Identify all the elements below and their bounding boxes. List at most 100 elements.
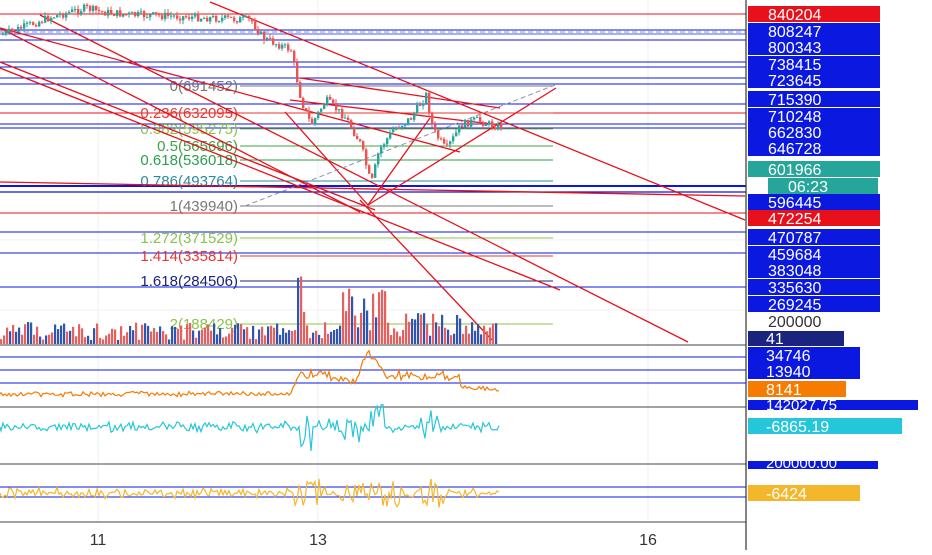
volume-bar — [459, 318, 462, 344]
volume-bar — [246, 327, 249, 344]
candle — [89, 5, 92, 11]
price-axis-label: 601966 — [768, 162, 821, 179]
candle — [404, 124, 407, 126]
candle — [335, 103, 338, 111]
volume-bar — [390, 334, 393, 344]
volume-bar — [219, 328, 222, 344]
candle — [212, 15, 215, 18]
price-axis-label: 06:23 — [788, 179, 828, 196]
partial-label-bg — [748, 400, 918, 410]
candle — [86, 4, 89, 6]
price-axis-label: 710248 — [768, 109, 821, 126]
candle — [68, 11, 71, 14]
candle — [434, 124, 437, 131]
volume-bar — [132, 330, 135, 344]
volume-bar — [363, 298, 366, 344]
volume-bar — [456, 314, 459, 344]
volume-bar — [342, 292, 345, 344]
volume-bar — [258, 329, 261, 344]
candle — [281, 44, 284, 49]
volume-bar — [405, 313, 408, 344]
candle — [440, 138, 443, 140]
candle — [410, 118, 413, 120]
volume-bar — [150, 331, 153, 344]
volume-bar — [183, 339, 186, 344]
volume-bar — [396, 331, 399, 344]
price-axis-label-bg — [748, 296, 880, 312]
candle — [317, 111, 320, 119]
volume-bar — [0, 339, 3, 344]
candle — [278, 44, 281, 49]
volume-bar — [138, 339, 141, 344]
candle — [374, 164, 377, 178]
volume-bar — [87, 335, 90, 344]
volume-bar — [201, 329, 204, 344]
partial-label: 142027.75 — [766, 397, 837, 414]
time-axis-label: 11 — [90, 532, 107, 549]
oscillator-2-line — [0, 403, 500, 451]
volume-bar — [147, 325, 150, 344]
candle — [293, 50, 296, 63]
volume-bar — [408, 321, 411, 344]
volume-bar — [465, 325, 468, 344]
trendline — [284, 111, 369, 206]
price-axis-label: 200000 — [768, 314, 821, 331]
candlestick-series — [2, 3, 503, 180]
price-axis-label: 472254 — [768, 211, 821, 228]
volume-bar — [327, 333, 330, 344]
price-axis-label-bg — [748, 246, 880, 262]
candle — [458, 125, 461, 133]
volume-bar — [366, 310, 369, 344]
fib-level-label: 0(691452) — [170, 78, 238, 95]
candle — [167, 12, 170, 16]
volume-bar — [204, 327, 207, 344]
candle — [467, 119, 470, 127]
volume-bar — [279, 334, 282, 344]
candle — [353, 128, 356, 136]
candle — [497, 123, 500, 130]
candle — [494, 127, 497, 130]
candle — [446, 143, 449, 145]
candle — [326, 96, 329, 105]
volume-bar — [387, 322, 390, 344]
candle — [422, 103, 425, 106]
candle — [263, 31, 266, 41]
candle — [461, 125, 464, 128]
candle — [500, 123, 503, 130]
candle — [155, 12, 158, 15]
candle — [146, 17, 149, 19]
candle — [176, 15, 179, 19]
price-axis-label: 383048 — [768, 263, 821, 280]
volume-bar — [129, 325, 132, 344]
volume-bar — [57, 329, 60, 344]
candle — [38, 21, 41, 27]
volume-bar — [156, 332, 159, 344]
volume-bar — [177, 328, 180, 344]
candle — [245, 15, 248, 17]
volume-bar — [45, 335, 48, 344]
oscillator-1-line — [0, 349, 500, 398]
panel-label: 8141 — [766, 382, 802, 399]
candle — [350, 120, 353, 129]
candle — [74, 8, 77, 10]
candle — [80, 11, 83, 14]
volume-bar — [231, 327, 234, 344]
volume-bar — [339, 325, 342, 344]
volume-bar — [300, 276, 303, 344]
candle — [323, 104, 326, 109]
volume-bar — [399, 336, 402, 344]
candle — [131, 12, 134, 14]
candle — [359, 139, 362, 142]
price-axis-label-bg — [768, 178, 878, 194]
volume-bar — [48, 334, 51, 344]
candle — [284, 44, 287, 46]
candle — [266, 37, 269, 41]
candle — [257, 29, 260, 35]
volume-bar — [234, 324, 237, 344]
candle — [65, 13, 68, 18]
volume-bar — [495, 323, 498, 344]
panel-label: -6424 — [766, 486, 807, 503]
candle — [251, 18, 254, 22]
